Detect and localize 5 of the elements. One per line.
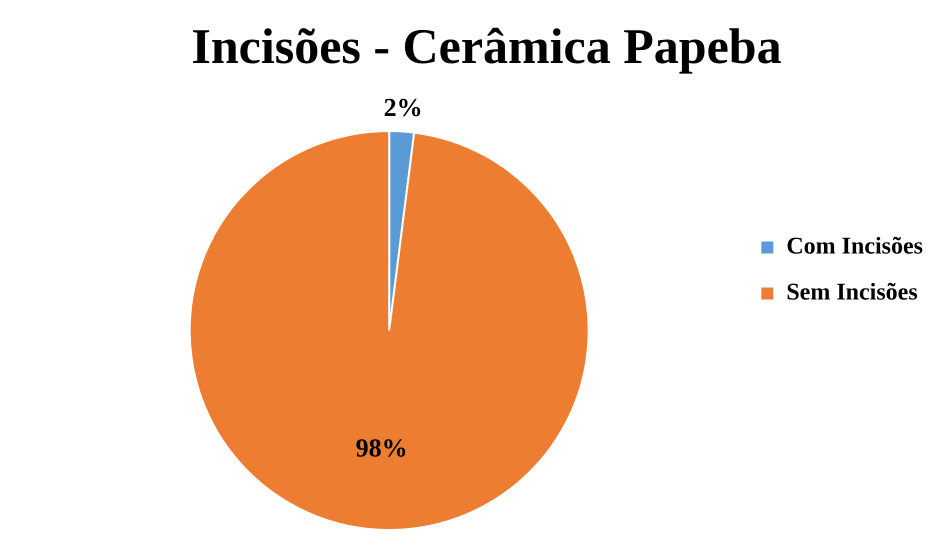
chart-title: Incisões - Cerâmica Papeba xyxy=(191,18,782,74)
data-label: 2% xyxy=(384,93,423,122)
legend-label: Sem Incisões xyxy=(786,280,918,306)
data-label: 98% xyxy=(356,434,408,463)
legend-label: Com Incisões xyxy=(786,234,924,260)
